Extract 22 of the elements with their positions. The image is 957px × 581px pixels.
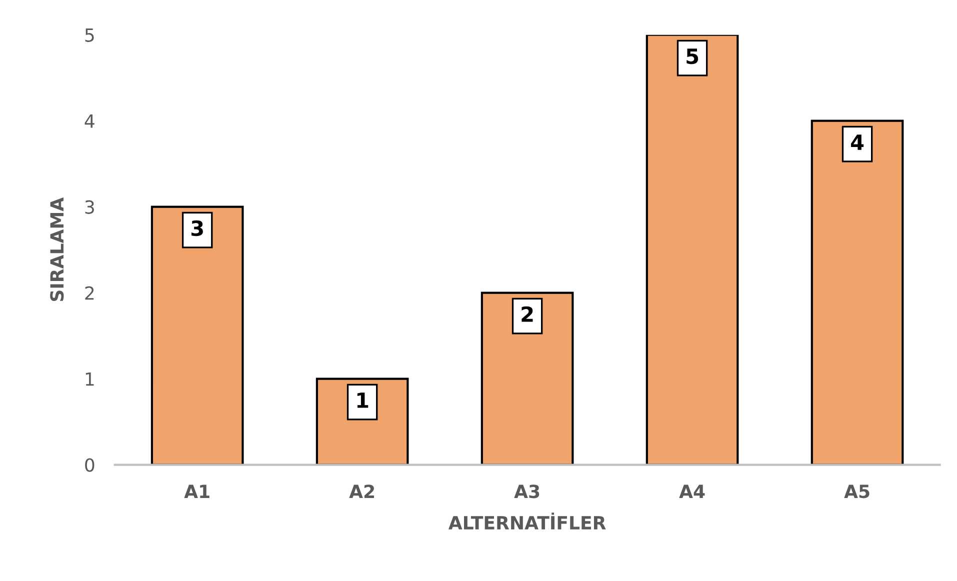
y-tick-label: 0 [85,458,94,472]
y-tick-label: 2 [85,286,94,300]
x-tick-label: A2 [349,484,374,498]
y-axis-title: SIRALAMA [50,197,64,302]
x-tick-label: A5 [844,484,870,498]
data-label: 4 [850,134,864,150]
bar [810,120,904,465]
x-axis-title: ALTERNATİFLER [448,512,606,530]
bar [646,34,739,465]
data-label: 5 [686,48,698,64]
y-tick-label: 5 [85,28,94,42]
data-label: 2 [522,306,533,322]
data-label: 1 [357,392,368,408]
y-tick-label: 4 [84,114,94,128]
y-tick-label: 3 [85,200,94,214]
bar [150,206,244,465]
x-tick-label: A1 [184,484,210,498]
bar [480,292,574,465]
x-tick-label: A3 [514,484,540,498]
data-label: 3 [191,220,203,236]
y-tick-label: 1 [86,372,94,386]
x-tick-label: A4 [679,484,705,498]
